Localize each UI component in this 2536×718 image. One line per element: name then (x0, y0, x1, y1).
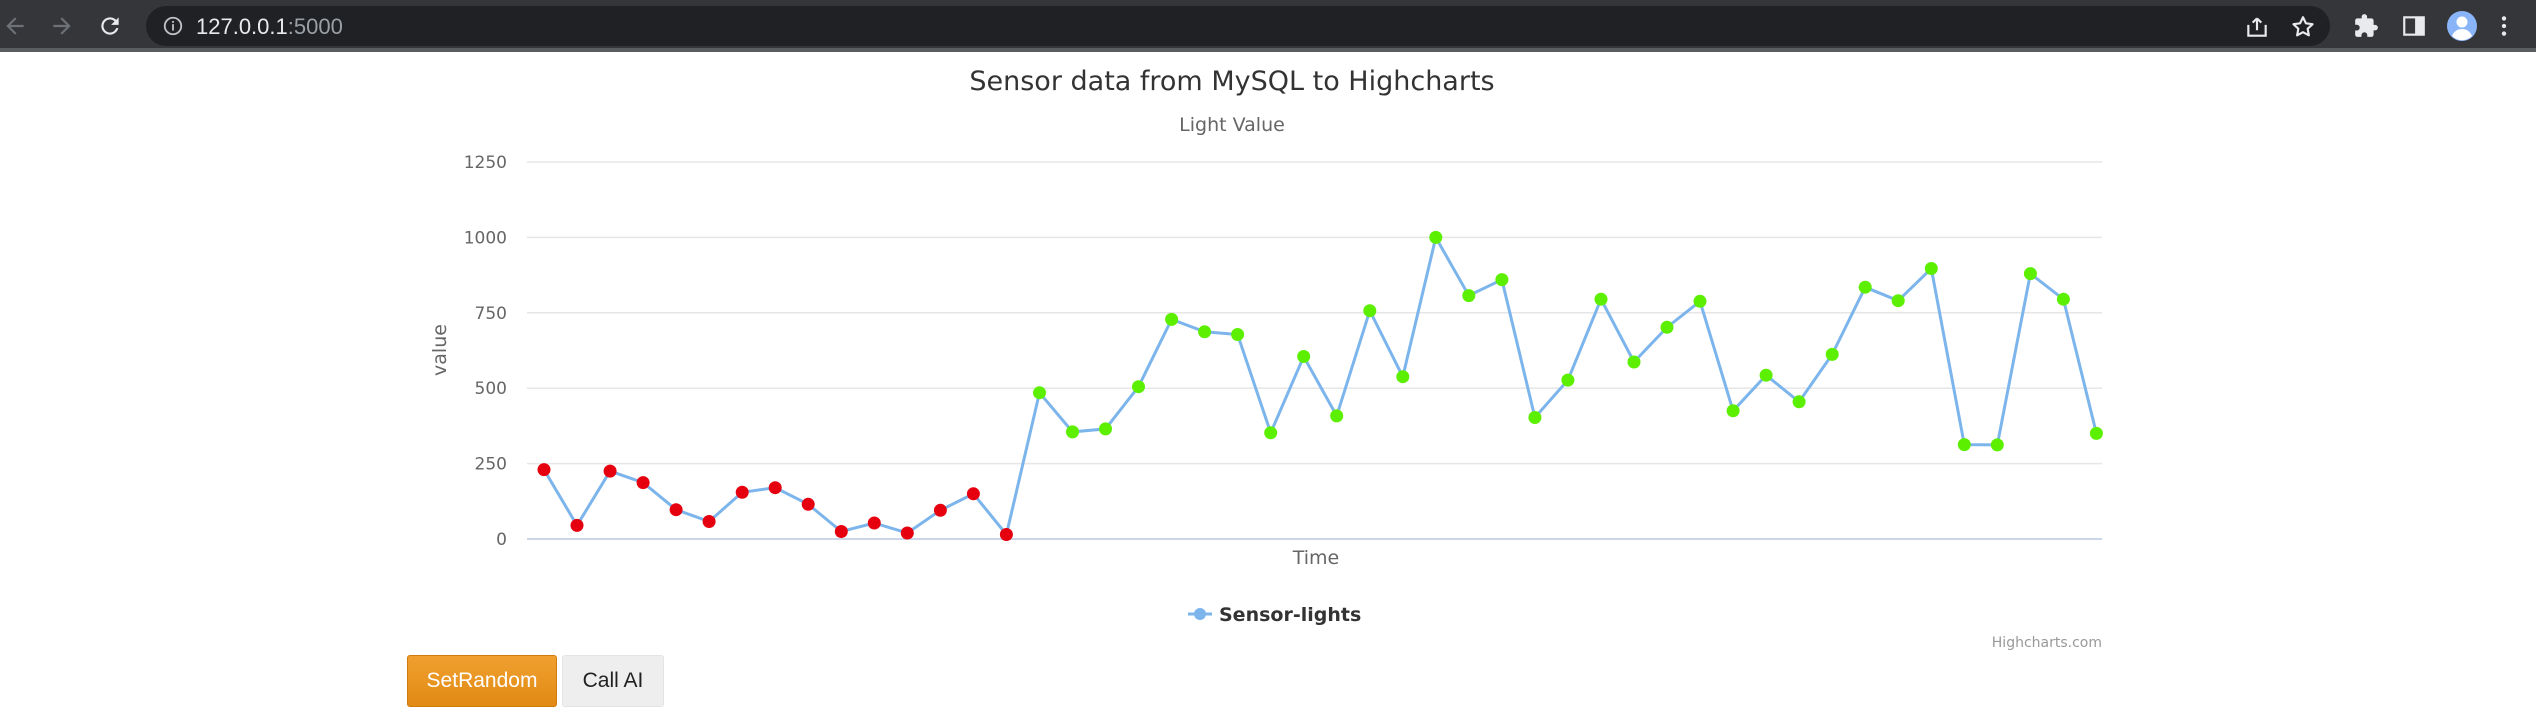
forward-button[interactable] (42, 6, 82, 46)
data-point[interactable] (1462, 289, 1476, 303)
data-point[interactable] (1924, 262, 1938, 275)
data-point[interactable] (1099, 422, 1112, 436)
data-point[interactable] (1594, 292, 1608, 306)
line-chart: 0 250 500 750 1000 1250 Sensor data from MySQ… (429, 66, 2103, 651)
data-point[interactable] (1429, 230, 1443, 244)
info-icon[interactable] (162, 15, 184, 37)
data-point[interactable] (1495, 273, 1509, 287)
data-point[interactable] (1198, 325, 1212, 339)
y-tick-label: 250 (475, 455, 507, 475)
back-button[interactable] (0, 6, 35, 46)
grid-lines (527, 161, 2102, 465)
data-point[interactable] (1627, 355, 1641, 369)
data-point[interactable] (636, 476, 650, 490)
data-point[interactable] (735, 485, 749, 499)
data-point[interactable] (1033, 386, 1046, 400)
data-point[interactable] (1726, 404, 1740, 418)
star-icon[interactable] (2290, 14, 2316, 40)
call-ai-button[interactable]: Call AI (562, 655, 664, 707)
data-point[interactable] (1957, 438, 1971, 452)
avatar-icon (2447, 11, 2477, 41)
data-point[interactable] (834, 525, 848, 538)
url-host: 127.0.0.1 (196, 14, 288, 39)
data-point[interactable] (669, 503, 683, 517)
data-point[interactable] (1363, 304, 1377, 318)
arrow-left-icon (6, 17, 24, 35)
data-point[interactable] (801, 497, 815, 511)
data-point[interactable] (1660, 320, 1674, 334)
url-text: 127.0.0.1:5000 (196, 14, 343, 40)
chart-container: 0 250 500 750 1000 1250 Sensor data from MySQ… (0, 52, 2536, 652)
data-point[interactable] (1891, 294, 1905, 308)
legend-item[interactable]: Sensor-lights (1188, 604, 1361, 626)
y-tick-label: 500 (475, 379, 507, 399)
reload-icon (101, 17, 119, 35)
data-point[interactable] (1561, 373, 1575, 387)
credits-link[interactable]: Highcharts.com (1992, 635, 2102, 651)
data-point[interactable] (603, 464, 617, 478)
data-point[interactable] (537, 463, 551, 477)
data-point[interactable] (2089, 426, 2103, 440)
data-point[interactable] (900, 526, 914, 540)
puzzle-icon (2355, 14, 2378, 37)
data-point[interactable] (1396, 370, 1410, 384)
data-point[interactable] (768, 481, 782, 495)
data-point[interactable] (1264, 426, 1278, 440)
side-panel-icon (2403, 16, 2425, 36)
side-panel-button[interactable] (2396, 8, 2432, 44)
reload-button[interactable] (90, 6, 130, 46)
series-markers (537, 230, 2103, 541)
legend-symbol-marker (1194, 608, 1206, 620)
y-axis-ticks: 0 250 500 750 1000 1250 (464, 153, 507, 550)
data-point[interactable] (2023, 267, 2037, 281)
data-point[interactable] (966, 487, 980, 501)
data-point[interactable] (1825, 347, 1839, 361)
more-vert-icon (2501, 16, 2507, 36)
y-tick-label: 1000 (464, 228, 507, 248)
data-point[interactable] (1858, 280, 1872, 294)
browser-toolbar: 127.0.0.1:5000 (0, 0, 2536, 52)
data-point[interactable] (1297, 350, 1311, 363)
y-tick-label: 1250 (464, 153, 507, 173)
menu-button[interactable] (2486, 8, 2522, 44)
y-axis-title: value (429, 324, 451, 376)
data-point[interactable] (867, 516, 881, 530)
y-tick-label: 0 (496, 530, 507, 550)
data-point[interactable] (1693, 294, 1707, 308)
data-point[interactable] (1990, 438, 2004, 452)
address-bar[interactable]: 127.0.0.1:5000 (146, 6, 2330, 46)
data-point[interactable] (702, 515, 716, 528)
arrow-right-icon (53, 17, 71, 35)
y-tick-label: 750 (475, 304, 507, 324)
data-point[interactable] (570, 518, 584, 532)
profile-button[interactable] (2444, 8, 2480, 44)
extensions-button[interactable] (2348, 8, 2384, 44)
data-point[interactable] (1066, 425, 1079, 439)
data-point[interactable] (999, 528, 1013, 541)
chart-title: Sensor data from MySQL to Highcharts (969, 66, 1494, 97)
data-point[interactable] (933, 503, 947, 517)
data-point[interactable] (1330, 409, 1344, 423)
data-point[interactable] (1165, 312, 1179, 326)
legend-label: Sensor-lights (1219, 604, 1361, 626)
data-point[interactable] (1792, 395, 1806, 409)
data-point[interactable] (1528, 411, 1542, 424)
chart-subtitle: Light Value (1179, 114, 1285, 136)
data-point[interactable] (1132, 380, 1145, 394)
share-icon[interactable] (2244, 14, 2270, 40)
url-port: :5000 (287, 14, 343, 39)
data-point[interactable] (2056, 292, 2070, 306)
data-point[interactable] (1759, 368, 1773, 382)
data-point[interactable] (1231, 328, 1245, 341)
set-random-button[interactable]: SetRandom (407, 655, 557, 707)
x-axis-title: Time (1292, 547, 1340, 569)
